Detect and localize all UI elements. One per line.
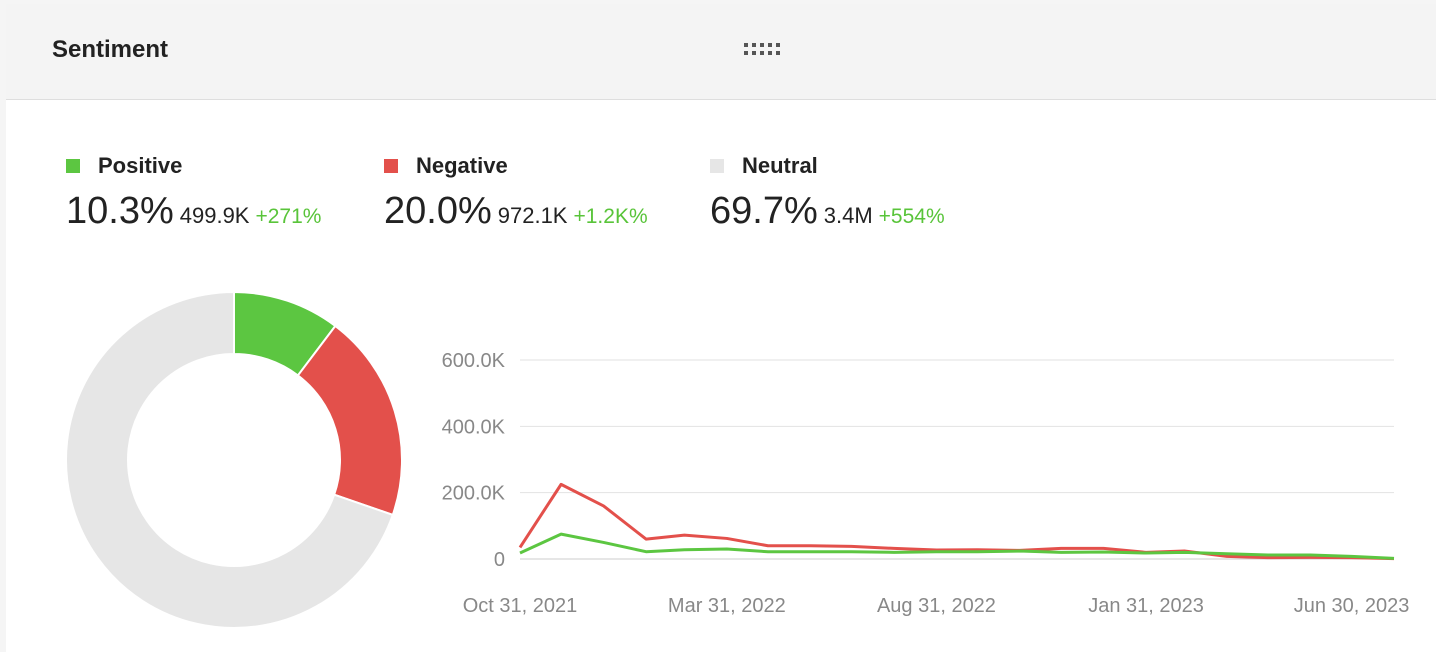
stat-percent: 69.7% [710, 190, 818, 232]
positive-swatch-icon [66, 159, 80, 173]
stat-label: Negative [416, 153, 508, 178]
stat-label: Positive [98, 153, 183, 178]
stat-neutral: Neutral 69.7% 3.4M +554% [710, 153, 945, 233]
stat-change: +1.2K% [573, 205, 648, 228]
panel-title: Sentiment [52, 36, 169, 63]
stat-change: +271% [255, 205, 322, 228]
stat-percent: 20.0% [384, 190, 492, 232]
stat-change: +554% [878, 205, 945, 228]
x-tick-label: Jun 30, 2023 [1294, 595, 1410, 617]
negative-swatch-icon [384, 159, 398, 173]
x-tick-label: Jan 31, 2023 [1088, 595, 1204, 617]
grip-dots-icon[interactable] [744, 43, 780, 55]
stat-count: 972.1K [497, 203, 568, 228]
stat-positive: Positive 10.3% 499.9K +271% [66, 153, 322, 233]
stat-count: 499.9K [179, 203, 250, 228]
y-tick-label: 200.0K [442, 483, 506, 505]
y-tick-label: 600.0K [442, 350, 506, 372]
donut-slice-negative [296, 324, 403, 517]
stat-count: 3.4M [823, 203, 873, 228]
series-line-negative [518, 482, 1395, 561]
donut-slice-neutral [65, 290, 395, 629]
x-tick-label: Oct 31, 2021 [463, 595, 578, 617]
y-tick-label: 0 [494, 549, 505, 571]
panel-header: Sentiment [6, 4, 1436, 100]
y-tick-label: 400.0K [442, 416, 506, 438]
neutral-swatch-icon [710, 159, 724, 173]
stat-percent: 10.3% [66, 190, 174, 232]
stat-label: Neutral [742, 153, 818, 178]
x-tick-label: Aug 31, 2022 [877, 595, 996, 617]
stat-negative: Negative 20.0% 972.1K +1.2K% [384, 153, 648, 233]
series-line-positive [519, 532, 1395, 560]
x-tick-label: Mar 31, 2022 [668, 595, 786, 617]
